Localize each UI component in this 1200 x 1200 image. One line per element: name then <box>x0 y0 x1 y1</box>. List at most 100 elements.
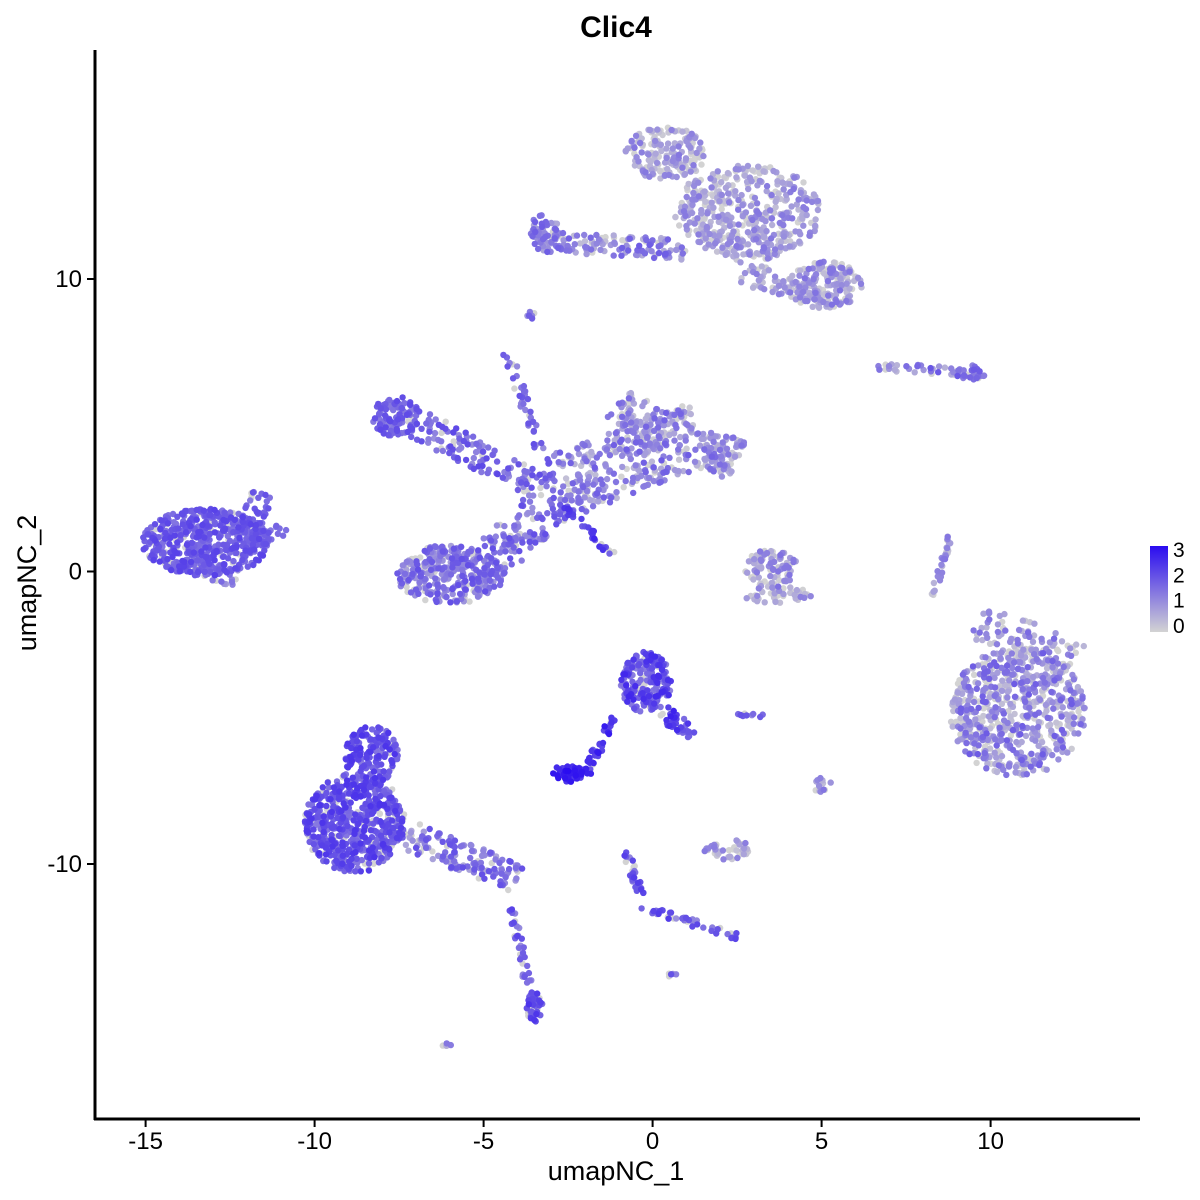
cell-point <box>764 255 772 262</box>
cell-point <box>673 246 680 254</box>
cell-point <box>751 556 758 563</box>
cell-point <box>785 564 792 571</box>
cell-point <box>980 712 987 720</box>
cell-point <box>1032 737 1039 744</box>
cell-point <box>715 213 722 220</box>
cell-point <box>401 570 409 577</box>
cell-point <box>950 707 957 715</box>
cell-point <box>810 191 818 198</box>
cell-point <box>690 729 698 736</box>
cell-point <box>447 443 454 450</box>
cell-point <box>720 856 727 863</box>
cell-point <box>970 671 978 678</box>
cell-point <box>965 718 972 725</box>
cell-point <box>718 179 725 186</box>
cell-point <box>657 478 665 486</box>
cell-point <box>468 842 475 849</box>
cell-point <box>543 483 550 490</box>
cell-point <box>608 494 615 501</box>
cell-point <box>464 562 472 569</box>
cell-point <box>478 468 485 476</box>
cell-point <box>439 423 446 430</box>
cell-point <box>1033 656 1040 663</box>
cell-point <box>1014 640 1022 647</box>
cell-point <box>481 565 488 572</box>
cell-point <box>575 450 583 458</box>
cell-point <box>730 228 737 235</box>
cell-point <box>781 577 788 584</box>
cell-point <box>564 480 572 487</box>
cell-point <box>497 881 504 889</box>
cell-point <box>992 736 999 743</box>
cell-point <box>758 565 765 572</box>
cell-point <box>777 238 785 246</box>
cell-point <box>426 428 433 435</box>
cell-point <box>732 165 739 173</box>
cell-point <box>518 557 525 564</box>
cell-point <box>474 593 482 600</box>
cell-point <box>671 437 678 444</box>
cell-point <box>998 730 1005 738</box>
cell-point <box>796 238 803 245</box>
cell-point <box>1009 664 1016 672</box>
cell-point <box>751 226 758 234</box>
cell-point <box>936 577 944 584</box>
cell-point <box>554 244 562 252</box>
cell-point <box>505 865 513 873</box>
cell-point <box>812 289 819 296</box>
cell-point <box>997 655 1004 662</box>
cell-point <box>993 641 1001 648</box>
cell-point <box>567 492 574 499</box>
cell-point <box>687 168 694 175</box>
cell-point <box>718 191 725 199</box>
cell-point <box>961 372 968 379</box>
cell-point <box>825 292 832 299</box>
cell-point <box>768 221 776 229</box>
cell-point <box>625 410 632 417</box>
cell-point <box>705 241 712 248</box>
cell-point <box>708 184 715 191</box>
cell-point <box>485 444 492 451</box>
cell-point <box>731 453 739 460</box>
cell-point <box>403 583 410 591</box>
cell-point <box>279 532 287 539</box>
cell-point <box>1020 646 1027 653</box>
cell-point <box>982 654 989 661</box>
cell-point <box>551 235 558 242</box>
cell-point <box>642 449 649 457</box>
cell-point <box>1065 681 1073 689</box>
cell-point <box>846 268 853 275</box>
cell-point <box>432 543 439 551</box>
cell-point <box>1070 714 1078 721</box>
cell-point <box>1039 751 1046 758</box>
cell-point <box>986 609 993 617</box>
cell-point <box>991 684 999 691</box>
cell-point <box>771 273 779 280</box>
cell-point <box>767 560 774 567</box>
cell-point <box>140 546 147 553</box>
cell-point <box>696 442 704 449</box>
cell-point <box>692 446 699 453</box>
cell-point <box>724 190 732 197</box>
cell-point <box>435 830 442 837</box>
cell-point <box>663 145 670 152</box>
cell-point <box>755 277 762 284</box>
cell-point <box>983 630 990 638</box>
cell-point <box>431 429 439 437</box>
cell-point <box>591 464 598 471</box>
cell-point <box>846 285 853 292</box>
cell-point <box>1070 720 1077 727</box>
cell-point <box>161 535 169 542</box>
cell-point <box>540 444 547 452</box>
cell-point <box>756 177 764 184</box>
cell-point <box>394 570 401 577</box>
cell-point <box>983 730 990 737</box>
cell-point <box>487 849 494 856</box>
cell-point <box>611 239 618 246</box>
cell-point <box>1031 651 1038 658</box>
cell-point <box>524 962 531 970</box>
cell-point <box>694 430 702 437</box>
cell-point <box>1060 663 1067 671</box>
cell-point <box>439 838 446 845</box>
cell-point <box>446 841 454 848</box>
